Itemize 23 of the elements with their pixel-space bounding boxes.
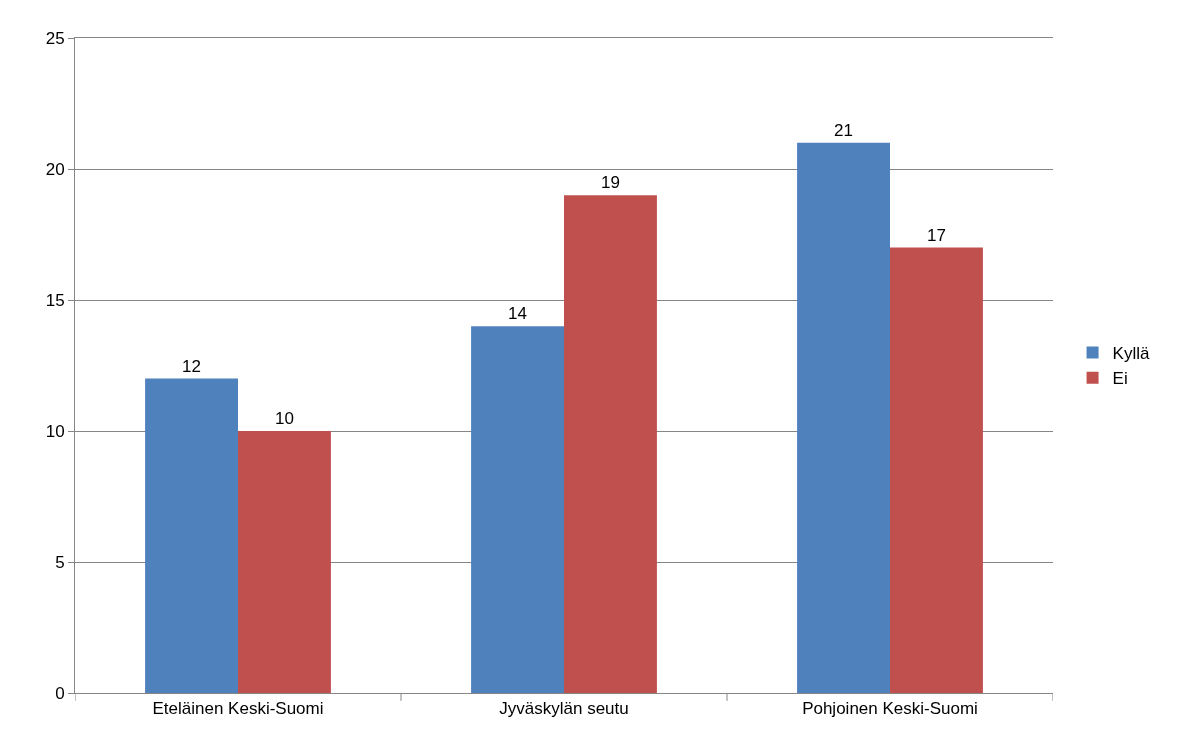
bar: [238, 431, 331, 693]
data-label: 10: [274, 409, 294, 428]
data-label: 17: [926, 225, 946, 245]
bar: [797, 142, 890, 693]
legend-label: Ei: [1112, 369, 1128, 389]
x-tick-label: Jyväskylän seutu: [499, 699, 629, 719]
y-tick-label: 25: [45, 28, 65, 48]
y-tick-label: 15: [45, 290, 65, 310]
data-label: 21: [834, 120, 854, 140]
y-tick-label: 20: [45, 159, 65, 179]
y-tick-label: 10: [45, 421, 65, 441]
x-tick-label: Eteläinen Keski-Suomi: [152, 699, 324, 719]
bar: [564, 195, 657, 693]
bar: [471, 326, 564, 693]
y-tick-label: 5: [55, 552, 65, 572]
bar: [890, 247, 983, 693]
y-tick-label: 0: [55, 683, 65, 703]
legend-label: Kyllä: [1112, 344, 1150, 364]
data-label: 12: [182, 356, 202, 376]
bar: [145, 378, 238, 693]
data-label: 19: [600, 173, 620, 193]
x-tick-label: Pohjoinen Keski-Suomi: [802, 699, 978, 719]
data-label: 14: [508, 304, 528, 324]
